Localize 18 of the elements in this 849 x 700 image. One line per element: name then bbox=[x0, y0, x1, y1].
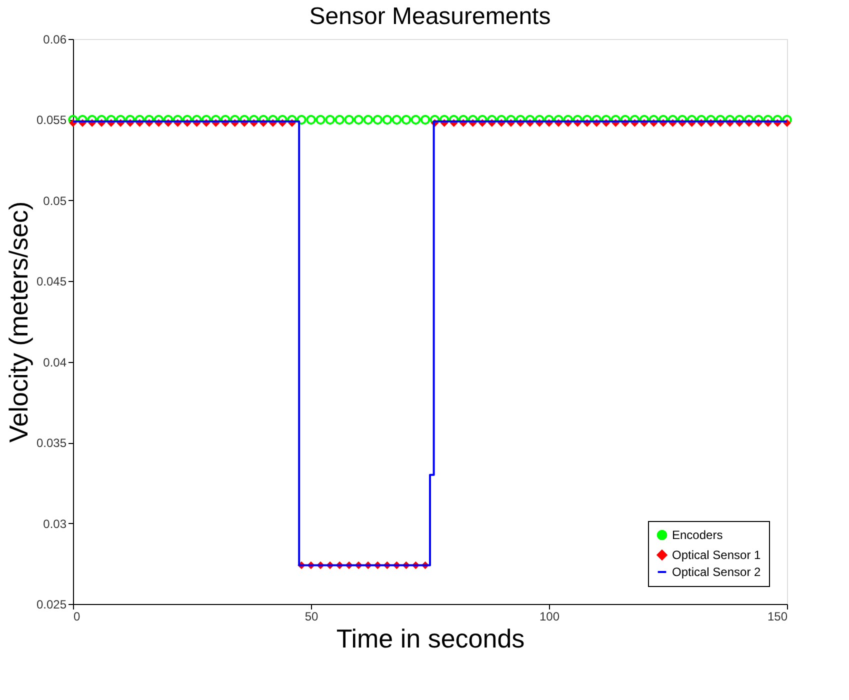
y-tick-label: 0.035 bbox=[36, 436, 67, 450]
legend-label: Encoders bbox=[672, 528, 723, 542]
y-tick-label: 0.05 bbox=[43, 194, 67, 208]
y-axis-title: Velocity (meters/sec) bbox=[3, 201, 34, 443]
legend-label: Optical Sensor 2 bbox=[672, 565, 762, 579]
x-tick-label: 100 bbox=[539, 610, 560, 624]
y-tick-label: 0.045 bbox=[36, 274, 67, 289]
x-tick-label: 0 bbox=[74, 610, 80, 624]
y-tick-label: 0.055 bbox=[36, 113, 67, 128]
x-tick-label: 150 bbox=[767, 610, 788, 624]
y-tick-label: 0.025 bbox=[36, 598, 67, 612]
y-tick-label: 0.06 bbox=[43, 32, 67, 46]
legend-label: Optical Sensor 1 bbox=[672, 548, 762, 562]
x-axis-title: Time in seconds bbox=[336, 624, 525, 654]
chart-title: Sensor Measurements bbox=[309, 3, 551, 30]
y-tick-label: 0.04 bbox=[43, 355, 67, 370]
x-tick-label: 50 bbox=[304, 610, 318, 624]
y-tick-label: 0.03 bbox=[43, 516, 67, 531]
